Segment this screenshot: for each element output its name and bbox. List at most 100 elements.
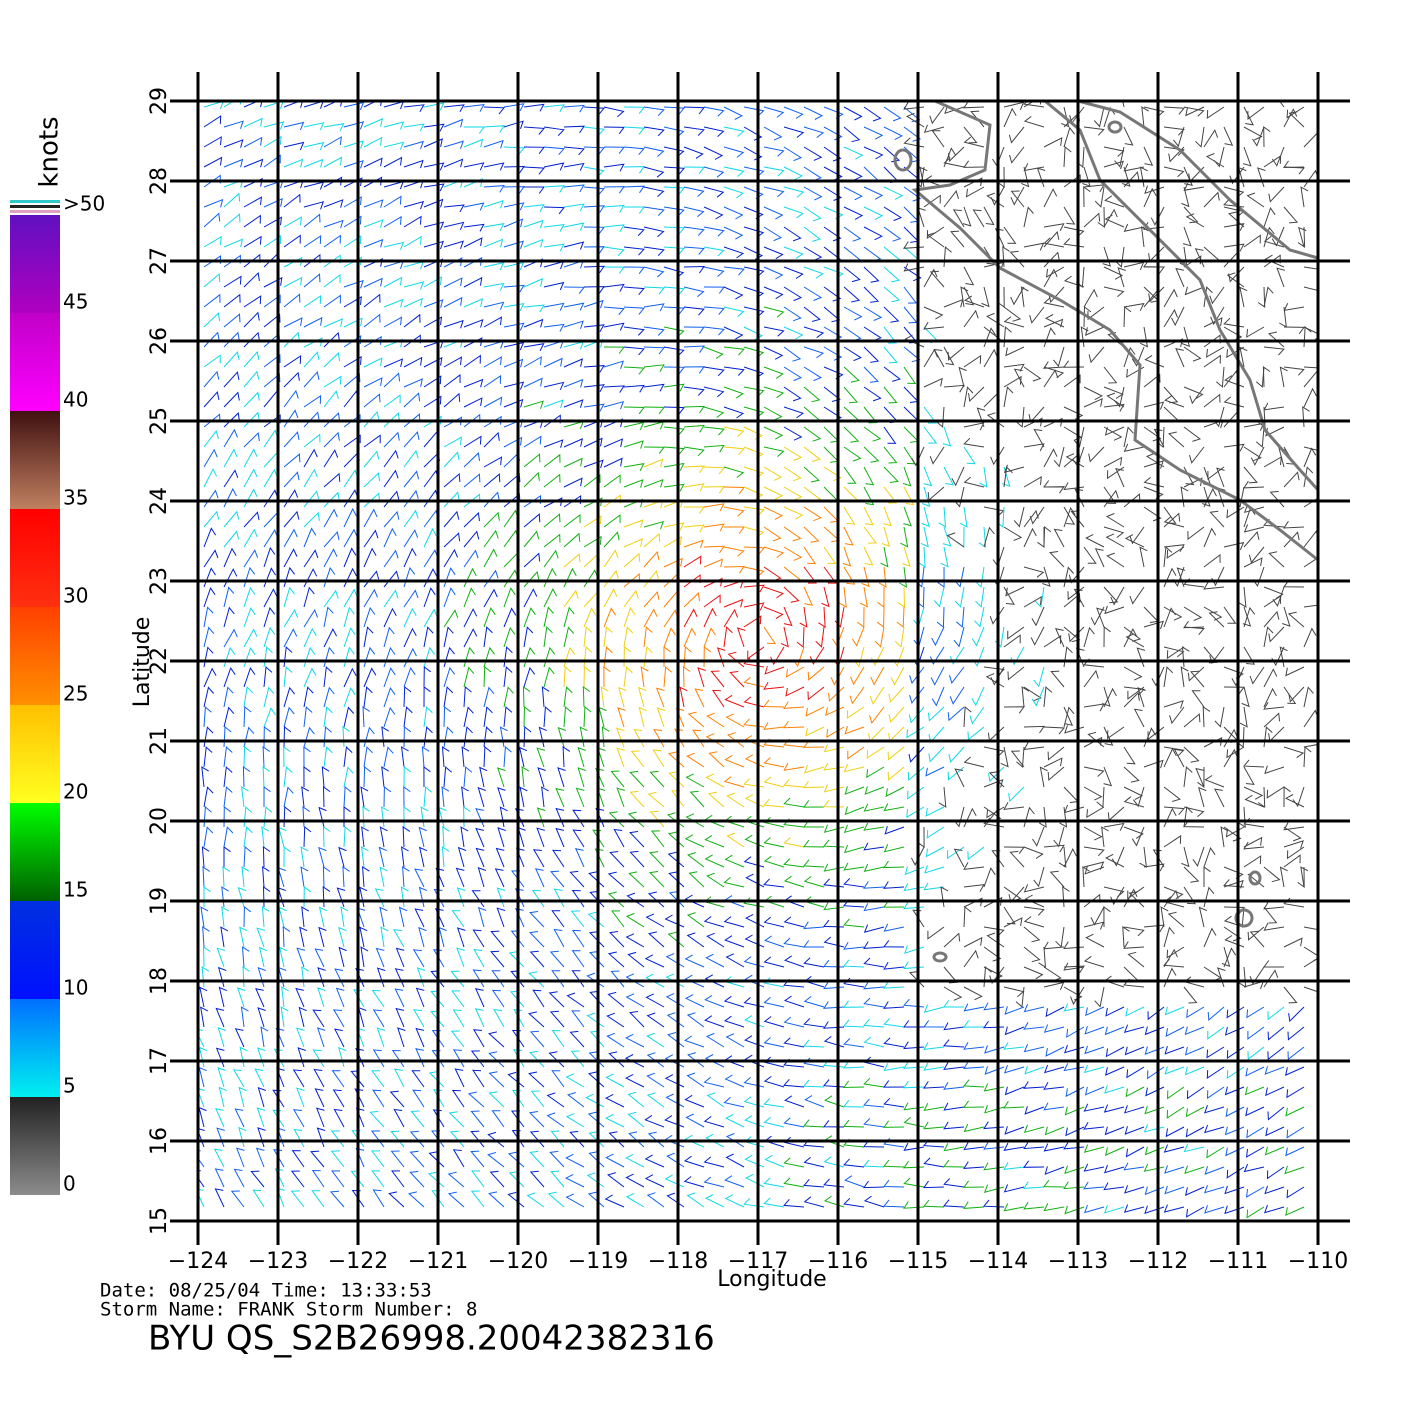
wind-barb bbox=[863, 957, 885, 968]
wind-barb bbox=[483, 301, 505, 310]
wind-barb bbox=[943, 1082, 965, 1090]
wind-barb bbox=[283, 528, 298, 548]
wind-barb bbox=[263, 567, 277, 588]
wind-barb bbox=[1023, 1160, 1045, 1168]
wind-barb bbox=[943, 1178, 965, 1188]
wind-barb bbox=[1039, 766, 1048, 788]
wind-barb bbox=[1103, 906, 1111, 928]
wind-barb bbox=[763, 586, 784, 599]
wind-barb bbox=[423, 138, 443, 148]
wind-barb bbox=[536, 807, 546, 828]
wind-barb bbox=[1224, 1205, 1245, 1215]
wind-barb bbox=[938, 506, 947, 528]
wind-barb bbox=[543, 243, 565, 252]
wind-barb bbox=[363, 434, 381, 448]
wind-barb bbox=[763, 146, 785, 157]
wind-barb bbox=[1123, 1024, 1145, 1033]
wind-barb bbox=[900, 526, 909, 548]
wind-barb bbox=[1206, 1066, 1225, 1079]
wind-barb bbox=[863, 842, 885, 851]
wind-barb bbox=[283, 216, 303, 228]
wind-barb bbox=[303, 646, 316, 668]
wind-barb bbox=[903, 241, 925, 249]
wind-barb bbox=[883, 981, 905, 989]
wind-barb bbox=[763, 996, 785, 1008]
wind-barb bbox=[1133, 708, 1145, 728]
island bbox=[893, 148, 913, 172]
wind-barb bbox=[783, 306, 802, 322]
wind-barb bbox=[623, 572, 641, 588]
wind-barb bbox=[1110, 586, 1125, 606]
wind-barb bbox=[483, 431, 500, 448]
wind-barb bbox=[1139, 546, 1148, 568]
wind-barb bbox=[470, 1050, 485, 1068]
wind-barb bbox=[1003, 1142, 1025, 1151]
wind-barb bbox=[683, 166, 705, 174]
wind-barb bbox=[1180, 486, 1189, 508]
wind-barb bbox=[303, 568, 318, 588]
wind-barb bbox=[603, 106, 625, 118]
wind-barb bbox=[551, 910, 565, 928]
wind-barb bbox=[392, 929, 405, 948]
wind-barb bbox=[1171, 306, 1185, 327]
wind-barb bbox=[703, 426, 725, 436]
wind-barb bbox=[963, 986, 983, 1001]
wind-barb bbox=[1231, 666, 1245, 687]
wind-barb bbox=[552, 849, 565, 868]
wind-barb bbox=[203, 786, 214, 808]
wind-barb bbox=[683, 186, 705, 197]
wind-barb bbox=[954, 768, 965, 788]
wind-barb bbox=[616, 787, 626, 808]
wind-barb bbox=[323, 508, 338, 528]
wind-barb bbox=[262, 846, 271, 868]
wind-barb bbox=[1206, 1146, 1225, 1159]
wind-barb bbox=[283, 686, 295, 708]
wind-barb bbox=[1104, 1205, 1125, 1214]
wind-barb bbox=[278, 826, 287, 848]
wind-barb bbox=[963, 476, 985, 488]
wind-barb bbox=[223, 510, 240, 528]
wind-barb bbox=[1163, 567, 1177, 588]
wind-barb bbox=[623, 185, 645, 194]
wind-barb bbox=[1163, 516, 1185, 528]
wind-barb bbox=[803, 820, 824, 828]
wind-barb bbox=[887, 766, 905, 781]
wind-barb bbox=[1031, 686, 1045, 707]
wind-barb bbox=[223, 766, 233, 788]
wind-barb bbox=[883, 803, 905, 812]
wind-barb bbox=[199, 986, 208, 1008]
wind-barb bbox=[223, 706, 235, 728]
wind-barb bbox=[497, 767, 506, 788]
wind-barb bbox=[763, 386, 785, 399]
wind-barb bbox=[683, 265, 705, 274]
wind-barb bbox=[1187, 666, 1205, 682]
wind-barb bbox=[1243, 446, 1262, 462]
wind-barb bbox=[646, 1072, 665, 1088]
wind-barb bbox=[463, 237, 483, 248]
wind-barb bbox=[595, 768, 605, 788]
wind-barb bbox=[1208, 611, 1225, 628]
wind-barb bbox=[1023, 116, 1045, 128]
wind-barb bbox=[763, 126, 783, 141]
wind-barb bbox=[823, 744, 845, 753]
wind-barb bbox=[1030, 626, 1045, 646]
wind-barb bbox=[745, 1173, 765, 1188]
wind-barb bbox=[1163, 926, 1175, 948]
wind-barb bbox=[1183, 477, 1203, 488]
wind-barb bbox=[343, 806, 351, 827]
wind-barb bbox=[610, 970, 625, 988]
wind-barb bbox=[203, 198, 224, 208]
wind-barb bbox=[687, 852, 705, 868]
wind-barb bbox=[1287, 611, 1305, 628]
wind-barb bbox=[822, 839, 845, 848]
wind-barb bbox=[1163, 666, 1174, 688]
wind-barb bbox=[583, 705, 592, 728]
wind-barb bbox=[1186, 1006, 1205, 1019]
wind-barb bbox=[1263, 712, 1281, 728]
wind-barb bbox=[863, 306, 883, 321]
wind-barb bbox=[391, 1049, 405, 1068]
wind-barb bbox=[863, 246, 882, 262]
wind-barb bbox=[463, 354, 481, 368]
wind-barb bbox=[495, 847, 505, 868]
wind-barb bbox=[499, 726, 508, 748]
